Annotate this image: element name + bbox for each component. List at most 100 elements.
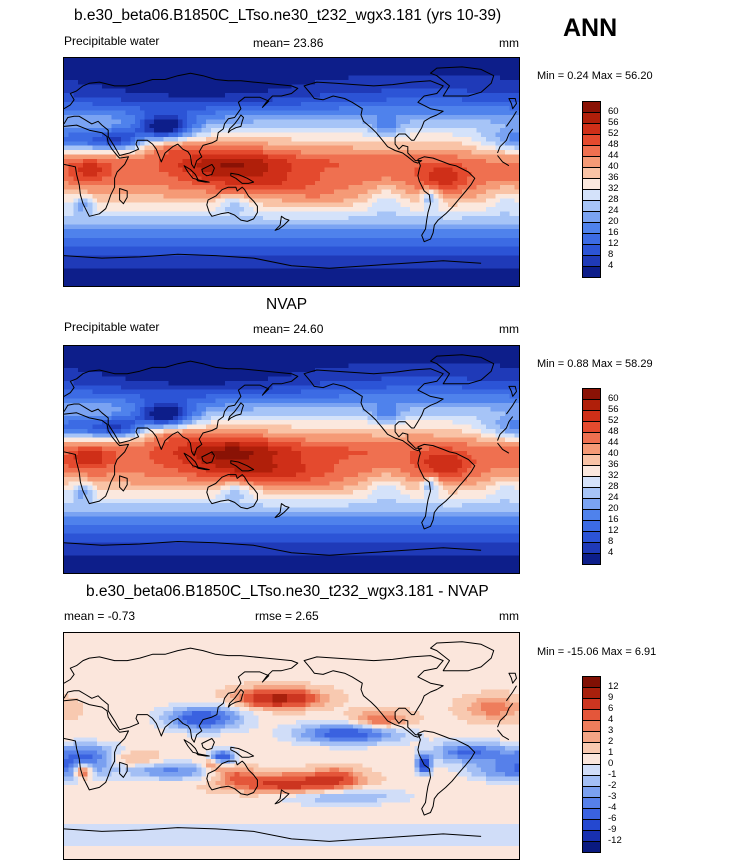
field-cell: [462, 84, 468, 90]
field-cell: [438, 281, 444, 286]
field-cell: [452, 193, 458, 199]
field-cell: [210, 220, 217, 226]
field-cell: [334, 97, 340, 103]
field-cell: [253, 110, 259, 116]
field-cell: [282, 132, 288, 138]
field-cell: [419, 180, 425, 186]
field-cell: [291, 268, 297, 274]
field-cell: [177, 264, 184, 270]
field-cell: [210, 229, 217, 234]
field-cell: [324, 172, 331, 177]
field-cell: [428, 119, 435, 125]
field-cell: [400, 237, 406, 243]
field-cell: [433, 71, 440, 77]
field-cell: [125, 189, 131, 195]
field-cell: [324, 220, 331, 226]
field-cell: [196, 255, 203, 261]
field-cell: [282, 58, 288, 63]
field-cell: [234, 215, 240, 221]
field-cell: [300, 154, 307, 160]
field-cell: [92, 88, 98, 94]
field-cell: [277, 62, 283, 68]
field-cell: [500, 132, 506, 138]
field-cell: [225, 79, 231, 85]
field-cell: [277, 71, 283, 77]
field-cell: [357, 110, 364, 116]
field-cell: [125, 123, 131, 129]
field-cell: [409, 207, 416, 213]
field-cell: [514, 185, 519, 191]
field-cell: [305, 71, 312, 77]
field-cell: [348, 255, 354, 261]
field-cell: [296, 106, 302, 112]
field-cell: [500, 277, 506, 283]
field-cell: [116, 220, 122, 226]
field-cell: [372, 246, 378, 252]
field-cell: [381, 255, 387, 261]
field-cell: [509, 154, 515, 160]
field-cell: [201, 233, 207, 239]
field-cell: [424, 97, 430, 103]
field-cell: [244, 132, 250, 138]
field-cell: [163, 259, 169, 265]
field-cell: [68, 224, 75, 230]
field-cell: [277, 172, 283, 177]
field-cell: [376, 172, 383, 177]
field-cell: [191, 106, 198, 112]
field-cell: [443, 193, 449, 199]
field-cell: [101, 229, 108, 234]
field-cell: [367, 264, 373, 270]
field-cell: [447, 97, 454, 103]
field-cell: [291, 176, 297, 182]
field-cell: [201, 193, 207, 199]
field-cell: [64, 233, 70, 239]
field-cell: [376, 193, 383, 199]
field-cell: [248, 101, 255, 107]
field-cell: [272, 128, 278, 134]
field-cell: [144, 198, 150, 204]
field-cell: [120, 106, 127, 112]
field-cell: [97, 150, 103, 156]
field-cell: [300, 101, 307, 107]
panel1-units: mm: [499, 36, 519, 50]
field-cell: [135, 75, 141, 81]
field-cell: [433, 79, 440, 85]
field-cell: [154, 136, 160, 142]
field-cell: [471, 185, 477, 191]
field-cell: [500, 128, 506, 134]
field-cell: [282, 97, 288, 103]
field-cell: [168, 198, 174, 204]
field-cell: [405, 224, 411, 230]
field-cell: [101, 145, 108, 151]
field-cell: [92, 167, 98, 173]
field-cell: [135, 123, 141, 129]
field-cell: [229, 202, 236, 208]
field-cell: [267, 66, 274, 72]
field-cell: [116, 79, 122, 85]
field-cell: [424, 246, 430, 252]
field-cell: [144, 58, 150, 63]
field-cell: [471, 119, 477, 125]
field-cell: [381, 172, 387, 177]
field-cell: [125, 237, 131, 243]
field-cell: [372, 145, 378, 151]
field-cell: [258, 97, 264, 103]
field-cell: [92, 141, 98, 147]
field-cell: [125, 277, 131, 283]
field-cell: [395, 62, 402, 68]
field-cell: [315, 97, 321, 103]
field-cell: [253, 220, 259, 226]
field-cell: [409, 272, 416, 278]
field-cell: [319, 128, 326, 134]
field-cell: [400, 106, 406, 112]
field-cell: [177, 281, 184, 286]
field-cell: [239, 115, 245, 120]
field-cell: [409, 193, 416, 199]
field-cell: [329, 180, 335, 186]
field-cell: [139, 268, 146, 274]
field-cell: [471, 97, 477, 103]
field-cell: [282, 185, 288, 191]
field-cell: [452, 101, 458, 107]
field-cell: [248, 75, 255, 81]
field-cell: [158, 136, 165, 142]
